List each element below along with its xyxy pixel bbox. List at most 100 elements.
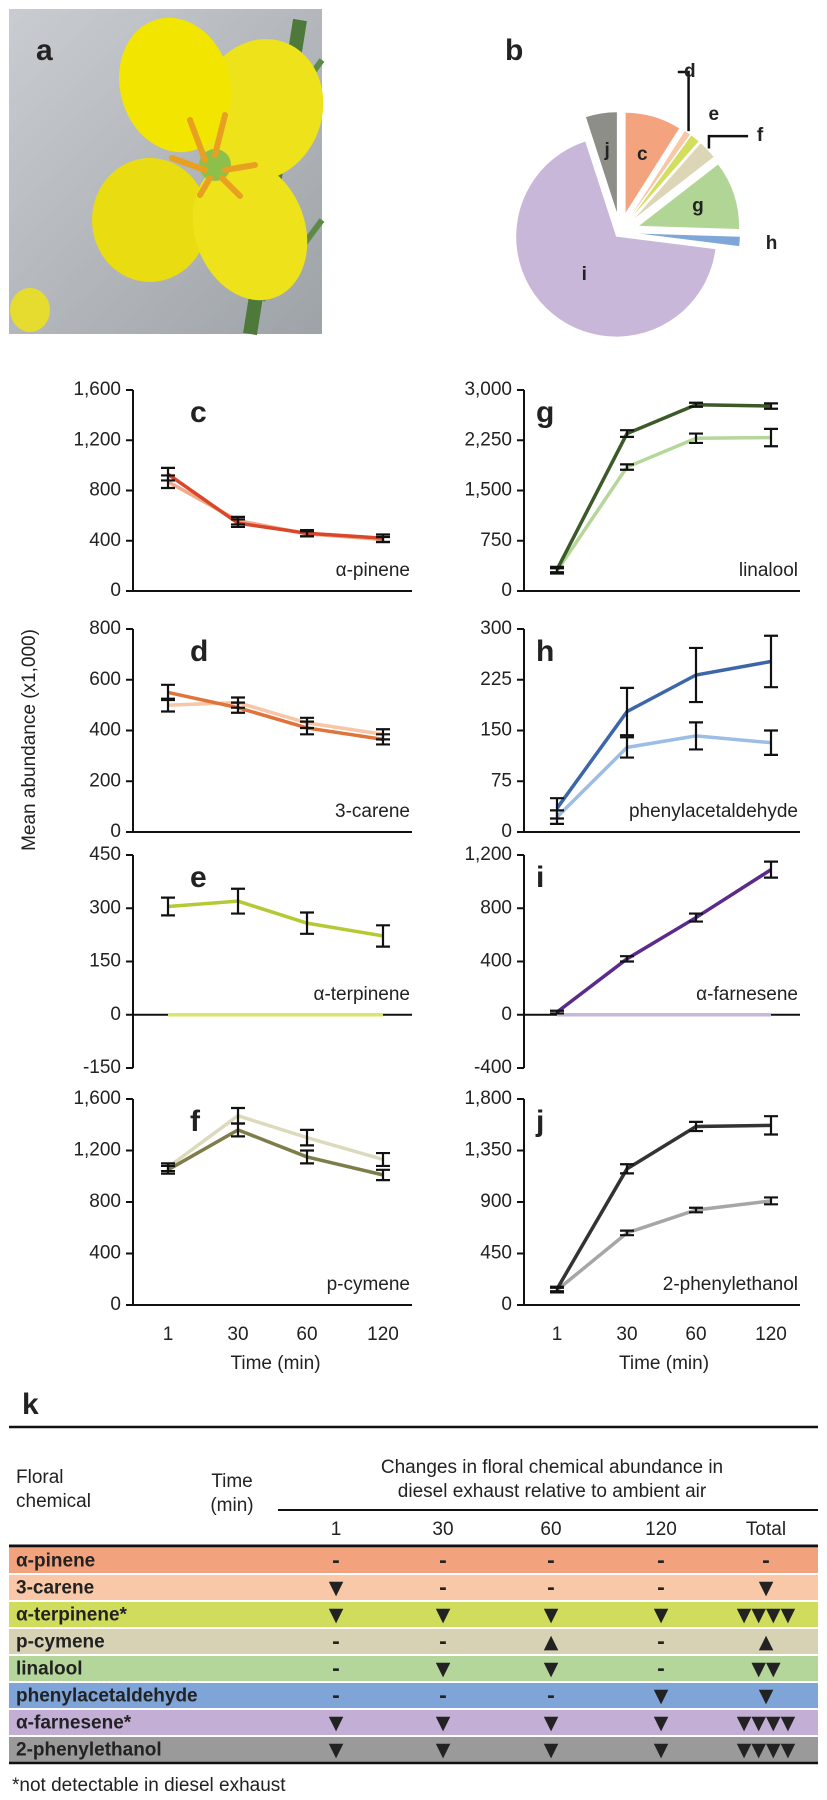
error-bar xyxy=(376,1151,390,1168)
compound-label: p-cymene xyxy=(327,1274,410,1295)
table-cell: ▼ xyxy=(329,1604,344,1626)
table-row xyxy=(9,1602,818,1627)
slice-label: i xyxy=(582,264,587,285)
y-tick-label: 150 xyxy=(480,720,512,741)
panel-letter: a xyxy=(36,34,53,67)
y-tick-label: 600 xyxy=(89,669,121,690)
table-cell: ▼ xyxy=(436,1658,451,1680)
error-bar xyxy=(300,1149,314,1165)
y-tick-label: 0 xyxy=(110,580,121,601)
slice-label: c xyxy=(637,144,648,165)
y-tick-label: 225 xyxy=(480,669,512,690)
table-cell: ▼ xyxy=(759,1685,774,1707)
slice-label: d xyxy=(684,61,696,82)
x-axis-label: Time (min) xyxy=(230,1353,320,1374)
error-bar xyxy=(689,721,703,751)
error-bar xyxy=(764,860,778,879)
table-cell: ▼ xyxy=(329,1739,344,1761)
y-tick-label: -400 xyxy=(474,1057,512,1078)
error-bar xyxy=(764,427,778,448)
table-cell: - xyxy=(657,1550,665,1572)
table-cell: ▼ xyxy=(436,1712,451,1734)
y-tick-label: 200 xyxy=(89,770,121,791)
error-bar xyxy=(550,565,564,574)
x-tick-label: 1 xyxy=(163,1324,174,1345)
x-tick-label: 60 xyxy=(685,1324,706,1345)
panel-letter: f xyxy=(190,1105,201,1138)
row-name: linalool xyxy=(16,1659,83,1680)
table: k Changes in floral chemical abundance in… xyxy=(9,1388,818,1796)
error-bar xyxy=(376,1168,390,1182)
series-line xyxy=(167,899,384,938)
error-bar xyxy=(161,683,175,702)
pie-slice xyxy=(639,233,740,247)
table-cell: - xyxy=(439,1550,447,1572)
table-cell: ▼ xyxy=(329,1712,344,1734)
y-tick-label: 0 xyxy=(501,1294,512,1315)
error-bar xyxy=(231,701,245,714)
x-tick-label: 120 xyxy=(367,1324,399,1345)
compound-label: α-terpinene xyxy=(313,984,410,1005)
error-bar xyxy=(300,720,314,736)
error-bar xyxy=(376,924,390,948)
slice-label: g xyxy=(692,196,704,217)
y-tick-label: 1,200 xyxy=(73,429,121,450)
table-cell: ▼ xyxy=(759,1577,774,1599)
error-bar xyxy=(689,432,703,445)
series-line xyxy=(555,435,772,572)
table-cell: - xyxy=(762,1550,770,1572)
y-tick-label: 900 xyxy=(480,1191,512,1212)
panel-letter: e xyxy=(190,861,207,894)
row-name: p-cymene xyxy=(16,1632,105,1653)
table-cell: ▼ xyxy=(654,1604,669,1626)
error-bar xyxy=(764,1115,778,1136)
error-bar xyxy=(620,429,634,438)
table-cell: - xyxy=(439,1577,447,1599)
error-bar xyxy=(689,401,703,408)
photo: a xyxy=(9,9,325,336)
y-tick-label: 800 xyxy=(89,1191,121,1212)
error-bar xyxy=(689,1206,703,1214)
line-chart: -400 0 400 800 1,200 i α-farnesene xyxy=(464,844,800,1078)
error-bar xyxy=(161,896,175,917)
y-tick-label: 0 xyxy=(501,1004,512,1025)
y-tick-label: 0 xyxy=(110,821,121,842)
error-bar xyxy=(620,736,634,759)
slice-label: h xyxy=(766,233,778,254)
series-line xyxy=(555,868,772,1014)
series-line xyxy=(166,1113,384,1169)
error-bar xyxy=(764,1196,778,1206)
table-row xyxy=(9,1710,818,1735)
table-cell: ▼ xyxy=(436,1739,451,1761)
table-row xyxy=(9,1683,818,1708)
error-bar xyxy=(764,729,778,756)
series-line xyxy=(555,402,772,571)
table-cell: ▼ xyxy=(654,1712,669,1734)
panel-letter: b xyxy=(505,34,523,67)
y-tick-label: 750 xyxy=(480,530,512,551)
pie-slice xyxy=(516,141,716,337)
line-chart: -150 0 150 300 450 e α-terpinene xyxy=(83,844,412,1078)
y-tick-label: 400 xyxy=(89,530,121,551)
error-bar xyxy=(300,528,314,538)
series-line xyxy=(555,1199,772,1292)
table-cell: - xyxy=(547,1685,555,1707)
line-chart: 0 200 400 600 800 d 3-carene xyxy=(89,618,412,842)
pie-slice xyxy=(625,112,680,213)
table-cell: - xyxy=(657,1658,665,1680)
leader-line xyxy=(707,134,749,149)
y-tick-label: 0 xyxy=(110,1294,121,1315)
error-bar xyxy=(550,797,564,820)
slice-label: f xyxy=(757,125,764,146)
y-tick-label: 2,250 xyxy=(464,429,512,450)
y-tick-label: 0 xyxy=(501,580,512,601)
y-tick-label: 300 xyxy=(480,618,512,639)
table-cell: ▲ xyxy=(544,1631,559,1653)
y-tick-label: 1,200 xyxy=(73,1140,121,1161)
y-tick-label: 0 xyxy=(110,1004,121,1025)
table-cell: - xyxy=(547,1550,555,1572)
group-header: Changes in floral chemical abundance in xyxy=(381,1457,723,1478)
series-line xyxy=(555,734,772,819)
y-tick-label: 800 xyxy=(89,480,121,501)
